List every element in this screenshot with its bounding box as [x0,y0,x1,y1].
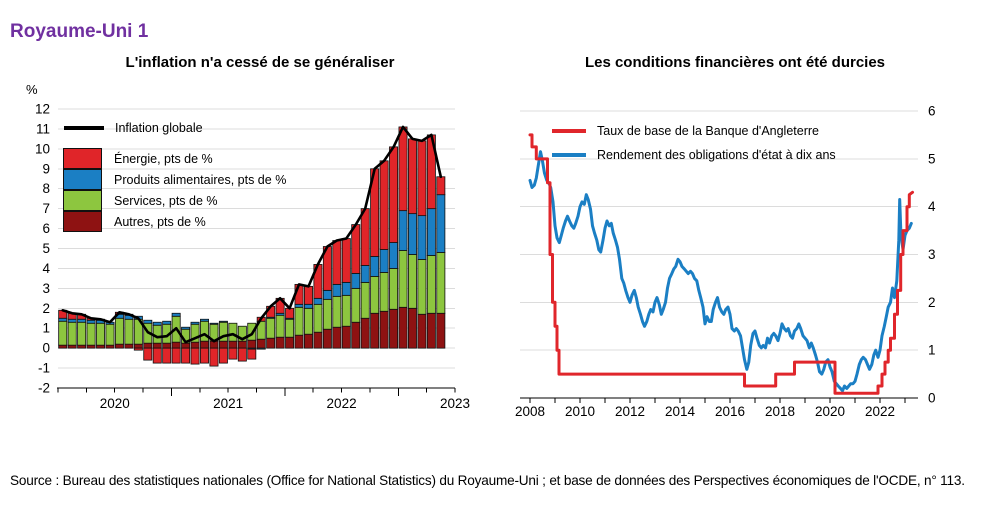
legend-label: Inflation globale [115,121,203,135]
taux-de-base-line-swatch [552,129,586,133]
inflation-chart-title: L'inflation n'a cessé de se généraliser [125,54,395,71]
svg-text:2008: 2008 [515,404,545,419]
svg-text:2018: 2018 [765,404,795,419]
svg-text:11: 11 [36,121,50,136]
energie-swatch [63,147,102,169]
svg-text:1: 1 [42,321,50,336]
financial-chart-legend: Taux de base de la Banque d'Angleterre R… [552,119,836,167]
svg-text:2022: 2022 [327,396,357,411]
legend-label: Autres, pts de % [114,214,206,229]
legend-autres: Autres, pts de % [63,210,286,232]
legend-taux-de-base: Taux de base de la Banque d'Angleterre [552,119,836,143]
svg-text:3: 3 [928,247,936,262]
svg-text:3: 3 [42,281,50,296]
svg-text:2: 2 [928,295,936,310]
svg-text:6: 6 [928,104,936,119]
legend-rendement-obligations: Rendement des obligations d'état à dix a… [552,143,836,167]
legend-energie: Énergie, pts de % [63,147,286,169]
legend-inflation-globale: Inflation globale [64,121,203,135]
source-note: Source : Bureau des statistiques nationa… [10,472,965,488]
svg-text:2020: 2020 [815,404,845,419]
y-axis-unit-label: % [26,82,38,97]
inflation-components-legend: Énergie, pts de % Produits alimentaires,… [63,147,287,232]
rendement-obligations-line-swatch [552,153,586,157]
inflation-globale-line-swatch [64,126,104,130]
legend-label: Énergie, pts de % [114,151,213,166]
legend-services: Services, pts de % [63,189,286,211]
svg-text:5: 5 [928,151,936,166]
legend-label: Rendement des obligations d'état à dix a… [597,148,836,162]
produits-alimentaires-swatch [63,168,102,190]
svg-text:2010: 2010 [565,404,595,419]
svg-text:2020: 2020 [100,396,130,411]
svg-text:4: 4 [42,261,50,276]
legend-label: Services, pts de % [114,193,218,208]
svg-text:0: 0 [42,341,50,356]
services-swatch [63,189,102,211]
svg-text:7: 7 [42,201,50,216]
page-title: Royaume-Uni 1 [10,20,149,42]
financial-conditions-line-chart: 2008 2010 2012 2014 2016 2018 2020 2022 0 1 2 3 4 5 6 [515,104,936,419]
svg-text:2012: 2012 [615,404,645,419]
svg-text:12: 12 [35,102,50,117]
svg-text:8: 8 [42,181,50,196]
svg-text:1: 1 [928,343,936,358]
svg-text:2023: 2023 [440,396,470,411]
svg-text:10: 10 [35,141,50,156]
svg-text:2014: 2014 [665,404,696,419]
svg-text:-1: -1 [38,361,50,376]
svg-text:6: 6 [42,221,50,236]
financial-chart-title: Les conditions financières ont été durci… [584,54,886,71]
autres-swatch [63,210,102,232]
svg-text:-2: -2 [38,381,50,396]
legend-label: Taux de base de la Banque d'Angleterre [597,124,819,138]
svg-text:4: 4 [928,199,936,214]
svg-text:2: 2 [42,301,50,316]
svg-text:2022: 2022 [865,404,895,419]
svg-text:9: 9 [42,161,50,176]
svg-text:5: 5 [42,241,50,256]
legend-label: Produits alimentaires, pts de % [114,172,287,187]
svg-text:2016: 2016 [715,404,745,419]
legend-produits-alimentaires: Produits alimentaires, pts de % [63,168,287,190]
svg-text:0: 0 [928,391,936,406]
svg-text:2021: 2021 [213,396,243,411]
